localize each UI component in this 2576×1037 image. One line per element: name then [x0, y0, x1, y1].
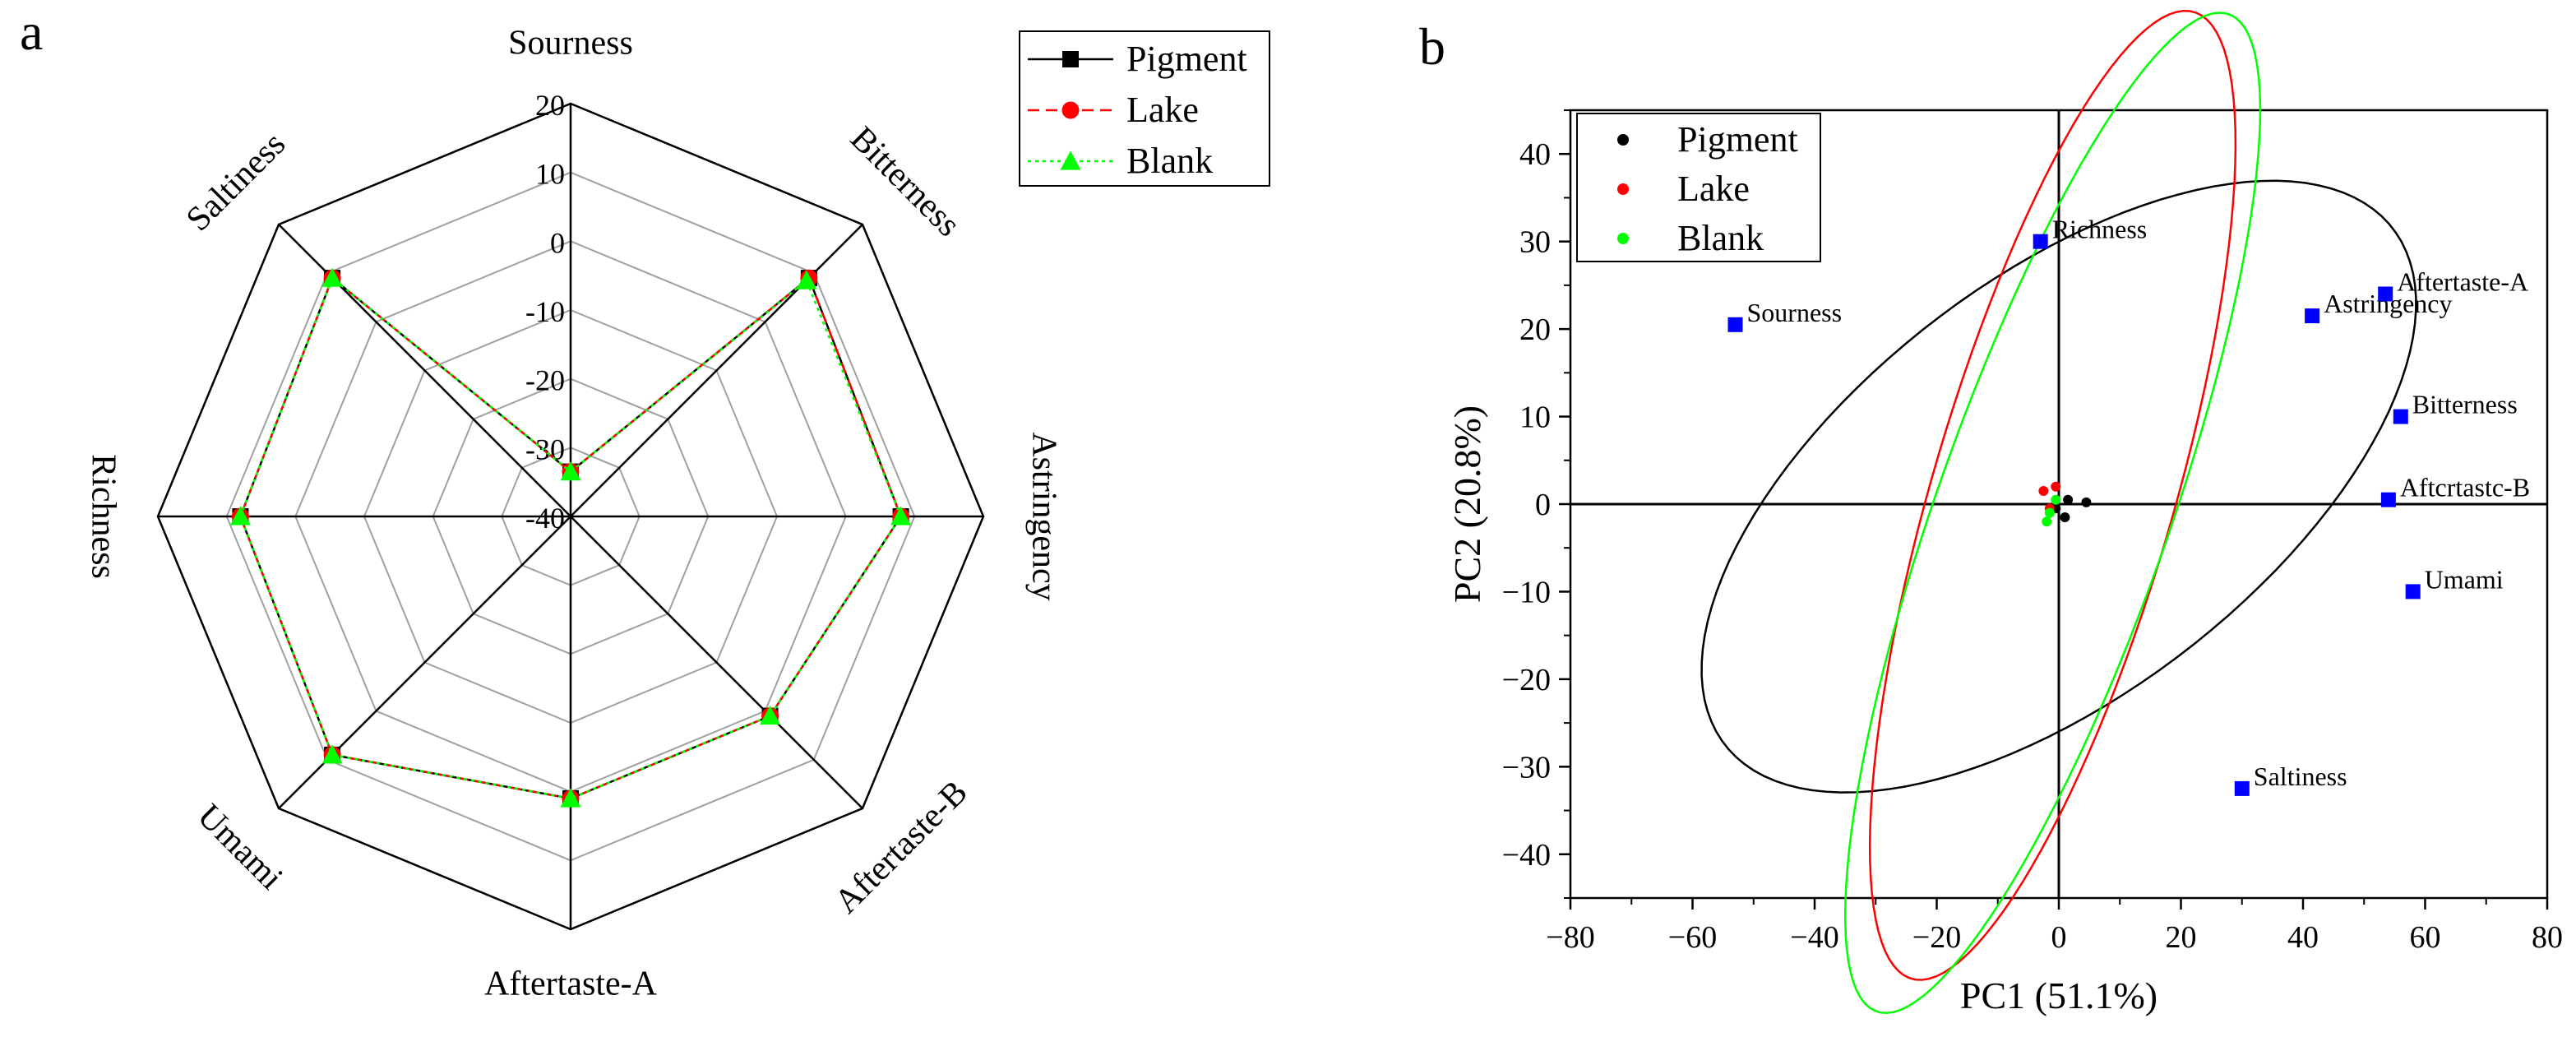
- pca-point-blank: [2051, 494, 2061, 505]
- pca-y-tick-label: 40: [1519, 137, 1551, 172]
- pca-point-pigment: [2060, 512, 2070, 522]
- radar-tick-label: 10: [535, 158, 565, 191]
- radar-legend: Pigment Lake Blank: [1019, 30, 1270, 187]
- pca-legend-label-pigment: Pigment: [1677, 119, 1798, 160]
- radar-axis-bitterness: [570, 224, 863, 517]
- radar-tick-label: -40: [525, 502, 565, 535]
- radar-legend-label-blank: Blank: [1126, 141, 1213, 181]
- radar-tick-label: -10: [525, 295, 565, 328]
- radar-point-blank: [890, 506, 912, 525]
- pca-loading-marker-saltiness: [2234, 780, 2250, 796]
- pca-loading-label-bitterness: Bitterness: [2412, 390, 2518, 419]
- pca-point-lake: [2038, 486, 2049, 496]
- pca-x-tick-label: 80: [2532, 920, 2563, 955]
- pca-y-axis-title: PC2 (20.8%): [1446, 405, 1488, 603]
- pca-legend: Pigment Lake Blank: [1576, 113, 1821, 262]
- pca-x-axis-title: PC1 (51.1%): [1960, 975, 2157, 1016]
- pca-ellipse-pigment: [1700, 179, 2417, 794]
- pca-loading-marker-aftertaste-a: [2378, 286, 2393, 302]
- pca-x-tick-label: −20: [1912, 920, 1961, 955]
- pca-loading-marker-richness: [2033, 234, 2048, 249]
- radar-legend-marker-pigment: [1062, 51, 1079, 67]
- pca-x-tick-label: 20: [2166, 920, 2197, 955]
- radar-legend-marker-blank: [1060, 150, 1081, 170]
- pca-loading-label-aftertaste-a: Aftertaste-A: [2397, 267, 2528, 297]
- radar-chart: 20100-10-20-30-40SournessBitternessAstri…: [84, 25, 1062, 1003]
- pca-ellipse-blank: [1843, 12, 2262, 1015]
- pca-legend-marker-blank: [1617, 233, 1629, 244]
- pca-x-tick-label: −40: [1790, 920, 1838, 955]
- radar-point-blank: [560, 788, 581, 808]
- radar-tick-label: 20: [535, 89, 565, 122]
- radar-axis-umami: [278, 516, 571, 809]
- radar-tick-label: -30: [525, 433, 565, 465]
- pca-y-tick-label: 20: [1519, 312, 1551, 347]
- radar-tick-label: 0: [550, 226, 565, 259]
- radar-axis-label-umami: Umami: [190, 797, 290, 897]
- radar-axis-label-saltiness: Saltiness: [179, 125, 293, 238]
- pca-loading-label-aftertaste-b: Aftcrtastc-B: [2400, 473, 2530, 502]
- radar-axis-label-richness: Richness: [84, 454, 122, 579]
- radar-point-blank: [229, 506, 251, 525]
- pca-loading-label-richness: Richness: [2052, 215, 2148, 244]
- radar-axis-label-sourness: Sourness: [508, 25, 633, 62]
- pca-point-pigment: [2063, 494, 2074, 505]
- pca-loading-marker-bitterness: [2393, 409, 2408, 424]
- radar-axis-label-astringency: Astringency: [1024, 432, 1062, 600]
- pca-loading-label-umami: Umami: [2425, 564, 2504, 594]
- pca-legend-label-lake: Lake: [1677, 169, 1750, 209]
- radar-point-blank: [321, 744, 343, 764]
- radar-axis-label-aftertaste-a: Aftertaste-A: [484, 965, 658, 1003]
- radar-point-blank: [760, 706, 781, 725]
- pca-x-tick-label: 60: [2410, 920, 2441, 955]
- pca-legend-marker-lake: [1617, 183, 1629, 195]
- radar-point-blank: [796, 270, 817, 289]
- pca-x-tick-label: 0: [2051, 920, 2067, 955]
- pca-loading-label-sourness: Sourness: [1747, 298, 1843, 327]
- panel-b-label: b: [1419, 17, 1445, 76]
- pca-legend-label-blank: Blank: [1677, 218, 1764, 258]
- pca-y-tick-label: −20: [1502, 663, 1551, 697]
- pca-ellipse-lake: [1868, 9, 2237, 981]
- pca-point-lake: [2051, 481, 2061, 492]
- pca-loading-marker-umami: [2405, 584, 2421, 600]
- radar-series-blank-line: [239, 276, 903, 800]
- pca-y-tick-label: −40: [1502, 838, 1551, 873]
- pca-y-tick-label: −30: [1502, 750, 1551, 785]
- radar-legend-label-lake: Lake: [1126, 90, 1199, 130]
- pca-point-pigment: [2081, 497, 2092, 507]
- pca-y-tick-label: 10: [1519, 400, 1551, 435]
- pca-y-tick-label: −10: [1502, 575, 1551, 609]
- pca-x-tick-label: 40: [2287, 920, 2319, 955]
- pca-y-tick-label: 0: [1535, 488, 1551, 522]
- radar-axis-aftertaste-b: [570, 516, 863, 809]
- pca-y-tick-label: 30: [1519, 225, 1551, 260]
- pca-legend-marker-pigment: [1617, 134, 1629, 146]
- pca-x-tick-label: −80: [1546, 920, 1594, 955]
- pca-chart: −80 −60 −40 −20 0 20 40 60 80 −40 −30 −20 −10 0 10 20 30…: [1446, 9, 2563, 1016]
- pca-point-blank: [2042, 516, 2052, 527]
- radar-point-blank: [560, 461, 581, 481]
- panel-a-label: a: [20, 2, 43, 61]
- radar-point-blank: [321, 267, 343, 287]
- pca-loading-marker-aftertaste-b: [2380, 492, 2396, 507]
- pca-loading-marker-astringency: [2305, 308, 2320, 324]
- pca-x-tick-label: −60: [1668, 920, 1717, 955]
- pca-loading-marker-sourness: [1727, 317, 1743, 332]
- radar-legend-label-pigment: Pigment: [1126, 39, 1247, 79]
- radar-tick-label: -20: [525, 364, 565, 397]
- pca-point-blank: [2044, 507, 2055, 518]
- pca-loading-label-saltiness: Saltiness: [2254, 762, 2347, 791]
- radar-legend-marker-lake: [1061, 101, 1080, 119]
- radar-legend-box: [1019, 30, 1270, 187]
